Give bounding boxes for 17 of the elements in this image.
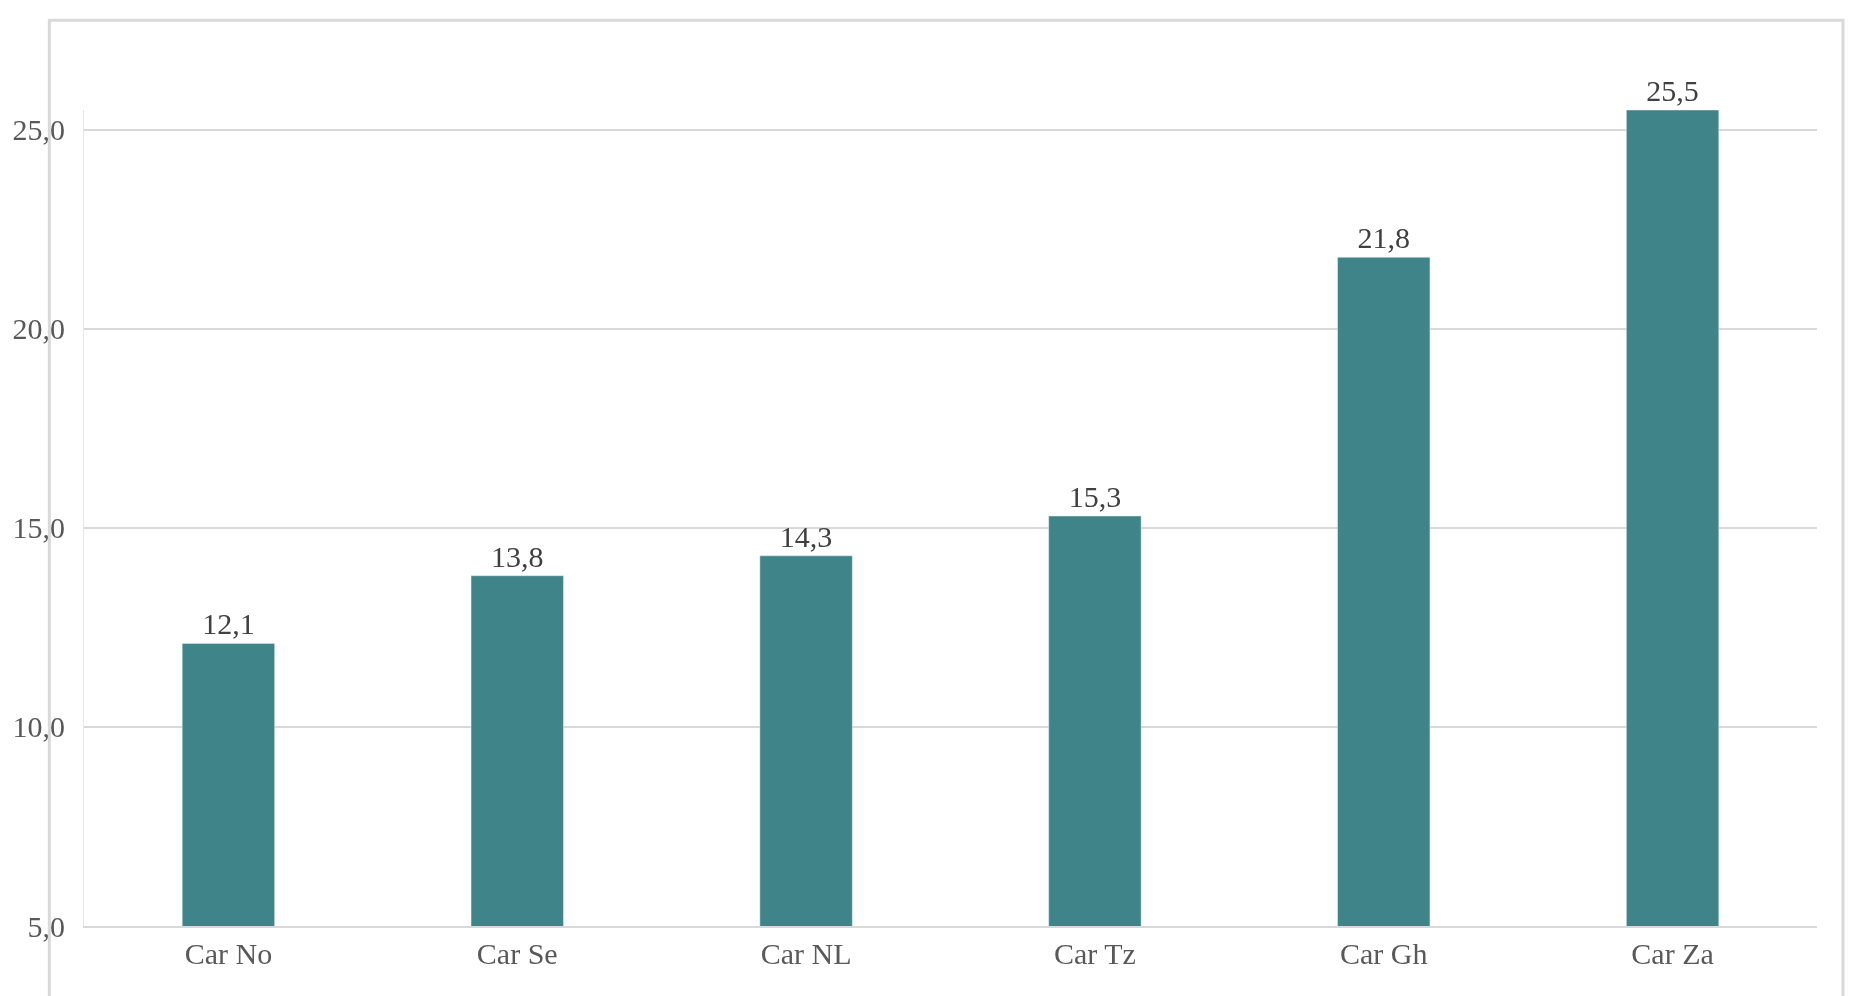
- x-tick-label: Car Gh: [1340, 937, 1428, 970]
- y-tick-label: 5,0: [27, 909, 65, 943]
- x-tick-label: Car Za: [1631, 937, 1714, 970]
- data-label: 21,8: [1357, 221, 1410, 255]
- x-tick-label: Car No: [184, 937, 273, 970]
- data-label: 14,3: [779, 519, 833, 553]
- data-label: 12,1: [202, 607, 255, 641]
- y-tick-label: 25,0: [12, 113, 65, 147]
- y-tick-label: 15,0: [12, 511, 65, 545]
- data-label: 15,3: [1068, 480, 1122, 514]
- y-tick-label: 10,0: [12, 710, 65, 744]
- y-tick-label: 20,0: [12, 312, 65, 346]
- data-label: 13,8: [491, 539, 544, 573]
- x-tick-label: Car NL: [760, 937, 852, 970]
- data-label: 25,5: [1646, 74, 1699, 107]
- x-tick-label: Car Tz: [1053, 937, 1136, 970]
- x-tick-label: Car Se: [476, 937, 558, 970]
